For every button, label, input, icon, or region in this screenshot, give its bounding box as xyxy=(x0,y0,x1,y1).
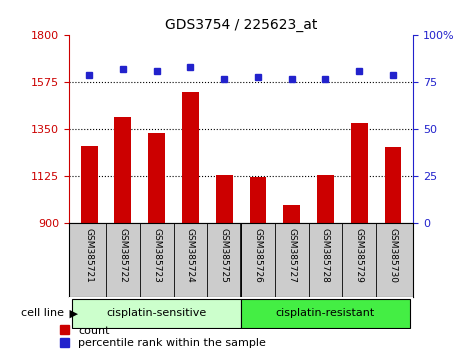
Bar xyxy=(114,117,131,223)
Bar xyxy=(182,92,199,223)
Text: GSM385727: GSM385727 xyxy=(287,228,296,283)
Bar xyxy=(72,299,241,328)
Bar xyxy=(216,175,233,223)
Bar xyxy=(351,123,368,223)
Text: cisplatin-resistant: cisplatin-resistant xyxy=(276,308,375,318)
Text: GSM385725: GSM385725 xyxy=(219,228,228,283)
Text: GSM385726: GSM385726 xyxy=(254,228,263,283)
Bar xyxy=(148,133,165,223)
Text: GSM385728: GSM385728 xyxy=(321,228,330,283)
Bar xyxy=(241,299,410,328)
Text: GSM385730: GSM385730 xyxy=(389,228,398,283)
Text: cisplatin-sensitive: cisplatin-sensitive xyxy=(106,308,207,318)
Bar xyxy=(283,205,300,223)
Text: GSM385724: GSM385724 xyxy=(186,228,195,283)
Text: GSM385729: GSM385729 xyxy=(355,228,364,283)
Text: GSM385722: GSM385722 xyxy=(118,228,127,283)
Text: GSM385723: GSM385723 xyxy=(152,228,161,283)
Legend: count, percentile rank within the sample: count, percentile rank within the sample xyxy=(60,325,266,348)
Text: cell line: cell line xyxy=(21,308,64,318)
Text: ▶: ▶ xyxy=(66,308,78,318)
Bar xyxy=(249,177,266,223)
Bar xyxy=(317,175,334,223)
Bar xyxy=(81,146,97,223)
Text: GSM385721: GSM385721 xyxy=(85,228,94,283)
Bar xyxy=(385,147,401,223)
Title: GDS3754 / 225623_at: GDS3754 / 225623_at xyxy=(165,18,317,32)
